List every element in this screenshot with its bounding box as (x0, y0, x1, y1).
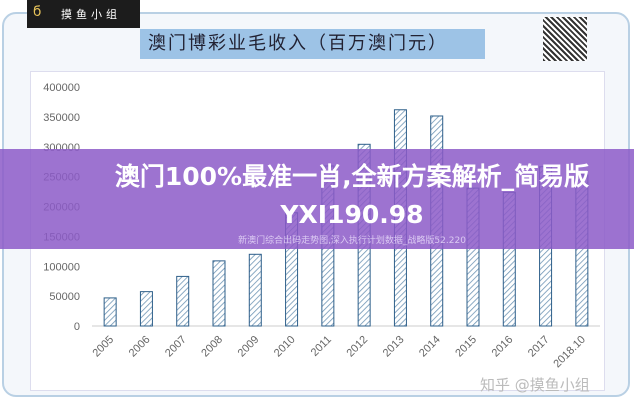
x-tick-label: 2012 (344, 334, 370, 360)
logo: ϭ 摸鱼小组 (27, 0, 140, 28)
bar-2006 (139, 291, 153, 327)
y-tick-label: 50000 (49, 291, 80, 303)
y-tick-label: 100000 (43, 261, 80, 273)
x-tick-label: 2011 (309, 334, 334, 359)
bar-2007 (176, 275, 190, 327)
bar-2005 (103, 297, 117, 327)
x-tick-label: 2017 (526, 334, 552, 360)
x-tick-label: 2010 (272, 334, 298, 360)
logo-text: 摸鱼小组 (61, 8, 121, 21)
chart-title: 澳门博彩业毛收入（百万澳门元） (140, 29, 485, 59)
y-tick-label: 0 (74, 321, 80, 333)
fish-logo-icon: ϭ (33, 4, 46, 20)
subline: 新澳门综合出码走势图,深入执行计划数据_战略版52.220 (238, 236, 466, 246)
x-tick-label: 2009 (236, 334, 262, 360)
x-tick-label: 2013 (381, 334, 407, 360)
x-tick-label: 2005 (90, 334, 116, 360)
x-tick-label: 2016 (490, 334, 516, 360)
watermark: 知乎 @摸鱼小组 (480, 376, 590, 394)
headline-banner (0, 149, 634, 249)
x-tick-label: 2018.10 (551, 334, 588, 371)
y-tick-label: 350000 (43, 112, 80, 124)
bar-2009 (248, 253, 262, 327)
qr-code-icon (543, 17, 587, 61)
headline: 澳门100%最准一肖,全新方案解析_简易版YXI190.98 (114, 162, 590, 229)
x-tick-label: 2007 (163, 334, 189, 360)
x-tick-label: 2008 (199, 334, 225, 360)
y-tick-label: 400000 (43, 82, 80, 94)
x-tick-label: 2014 (417, 334, 443, 360)
x-tick-label: 2006 (127, 334, 153, 360)
bar-2008 (212, 260, 226, 327)
x-tick-label: 2015 (453, 334, 479, 360)
